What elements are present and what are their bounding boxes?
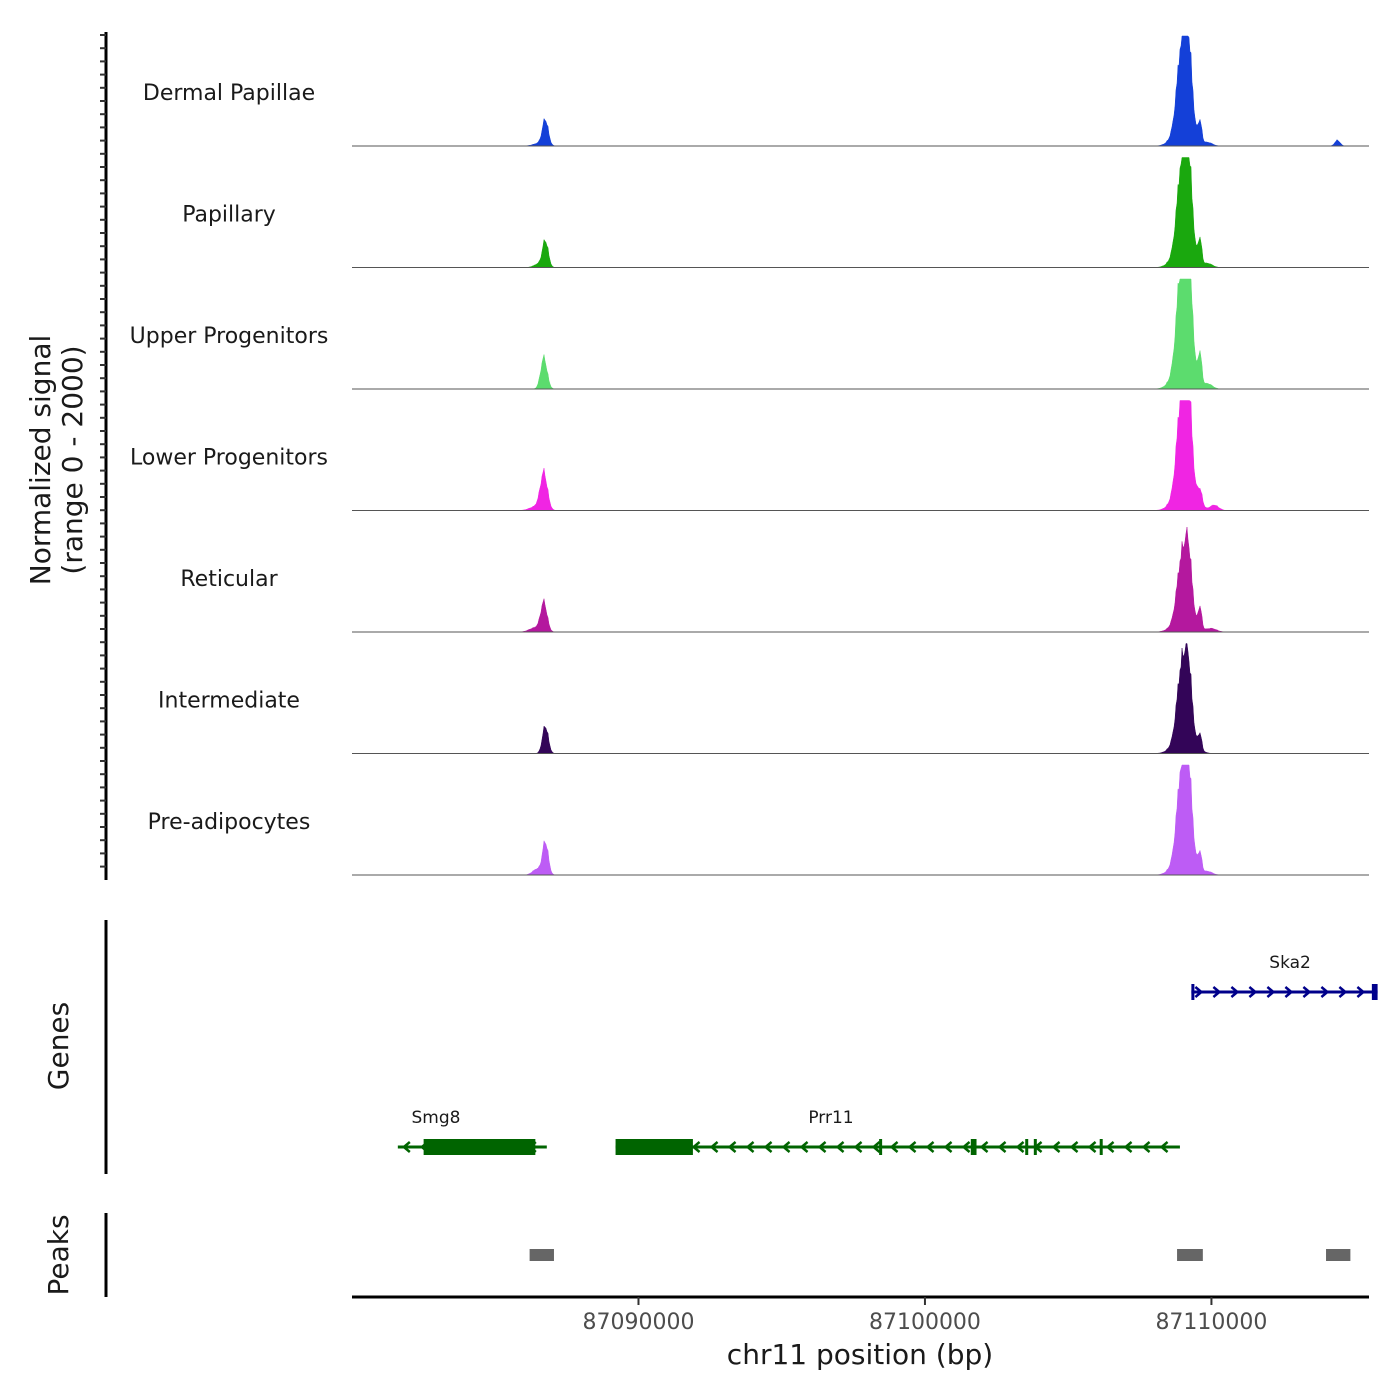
- strand-arrow: [853, 1141, 863, 1153]
- gene-exon: [1033, 1139, 1037, 1155]
- gene-exon: [1025, 1139, 1029, 1155]
- track-label: Lower Progenitors: [130, 446, 328, 471]
- coverage-track: Upper Progenitors: [130, 278, 1369, 390]
- coverage-track: Papillary: [182, 157, 1369, 268]
- strand-arrow: [835, 1141, 845, 1153]
- strand-arrow: [1105, 1141, 1115, 1153]
- coverage-track: Lower Progenitors: [130, 400, 1369, 511]
- coverage-area: [352, 643, 1369, 754]
- strand-arrow: [1087, 1141, 1097, 1153]
- strand-arrow: [1141, 1141, 1151, 1153]
- gene-exon: [1371, 984, 1378, 1000]
- strand-arrow: [709, 1141, 719, 1153]
- strand-arrow: [1284, 986, 1294, 998]
- strand-arrow: [1015, 1141, 1025, 1153]
- strand-arrow: [1159, 1141, 1169, 1153]
- gene-exon: [879, 1139, 883, 1155]
- strand-arrow: [925, 1141, 935, 1153]
- strand-arrow: [691, 1141, 701, 1153]
- peak-region: [1177, 1249, 1203, 1261]
- strand-arrow: [1123, 1141, 1133, 1153]
- coverage-area: [352, 526, 1369, 633]
- track-label: Intermediate: [158, 689, 300, 714]
- gene-exon: [1099, 1139, 1103, 1155]
- coverage-tracks: Dermal Papillae Papillary Upper Progenitor…: [130, 35, 1369, 876]
- coverage-area: [352, 764, 1369, 876]
- strand-arrow: [1356, 986, 1366, 998]
- coverage-y-ticks: [100, 34, 106, 868]
- strand-arrow: [1230, 986, 1240, 998]
- peak-region: [529, 1249, 554, 1261]
- strand-arrow: [745, 1141, 755, 1153]
- coverage-area: [352, 400, 1369, 511]
- gene-model: Prr11: [615, 1108, 1180, 1155]
- strand-arrow: [907, 1141, 917, 1153]
- genes-track: Ska2 Smg8 Prr11: [397, 953, 1378, 1155]
- strand-arrow: [889, 1141, 899, 1153]
- gene-exon: [423, 1139, 536, 1155]
- gene-model: Ska2: [1191, 953, 1378, 1000]
- strand-arrow: [781, 1141, 791, 1153]
- track-label: Reticular: [180, 567, 278, 592]
- genes-track-label: Genes: [42, 1002, 75, 1090]
- strand-arrow: [1051, 1141, 1061, 1153]
- track-label: Dermal Papillae: [143, 81, 315, 106]
- strand-arrow: [961, 1141, 971, 1153]
- strand-arrow: [1194, 986, 1204, 998]
- strand-arrow: [871, 1141, 881, 1153]
- gene-exon: [970, 1139, 977, 1155]
- strand-arrow: [1266, 986, 1276, 998]
- coverage-y-axis-subtitle: (range 0 - 2000): [56, 345, 89, 574]
- x-axis-title: chr11 position (bp): [727, 1338, 993, 1371]
- peak-region: [1326, 1249, 1351, 1261]
- strand-arrow: [979, 1141, 989, 1153]
- strand-arrow: [817, 1141, 827, 1153]
- track-label: Pre-adipocytes: [148, 810, 311, 835]
- strand-arrow: [763, 1141, 773, 1153]
- coverage-area: [352, 278, 1369, 390]
- track-label: Papillary: [182, 203, 276, 228]
- x-tick-label: 87100000: [869, 1310, 981, 1335]
- gene-label: Prr11: [808, 1108, 853, 1128]
- track-label: Upper Progenitors: [130, 324, 329, 349]
- coverage-track: Intermediate: [158, 643, 1369, 754]
- strand-arrow: [943, 1141, 953, 1153]
- coverage-area: [352, 157, 1369, 268]
- peaks-track-label: Peaks: [42, 1214, 75, 1295]
- gene-exon: [615, 1139, 693, 1155]
- strand-arrow: [401, 1141, 411, 1153]
- x-axis-ticks: 87090000 87100000 87110000: [582, 1297, 1267, 1335]
- x-tick-label: 87110000: [1155, 1310, 1267, 1335]
- gene-label: Smg8: [412, 1108, 461, 1128]
- gene-exon: [1191, 984, 1195, 1000]
- strand-arrow: [1320, 986, 1330, 998]
- strand-arrow: [799, 1141, 809, 1153]
- strand-arrow: [1069, 1141, 1079, 1153]
- peaks-track: [529, 1249, 1351, 1261]
- coverage-track: Pre-adipocytes: [148, 764, 1369, 876]
- strand-arrow: [1212, 986, 1222, 998]
- strand-arrow: [727, 1141, 737, 1153]
- gene-label: Ska2: [1269, 953, 1311, 973]
- strand-arrow: [997, 1141, 1007, 1153]
- strand-arrow: [1248, 986, 1258, 998]
- strand-arrow: [1302, 986, 1312, 998]
- strand-arrow: [1338, 986, 1348, 998]
- coverage-track: Dermal Papillae: [143, 35, 1369, 147]
- gene-model: Smg8: [397, 1108, 547, 1155]
- coverage-area: [352, 35, 1369, 147]
- coverage-track: Reticular: [180, 526, 1369, 633]
- coverage-y-axis-title: Normalized signal: [24, 335, 57, 586]
- x-tick-label: 87090000: [582, 1310, 694, 1335]
